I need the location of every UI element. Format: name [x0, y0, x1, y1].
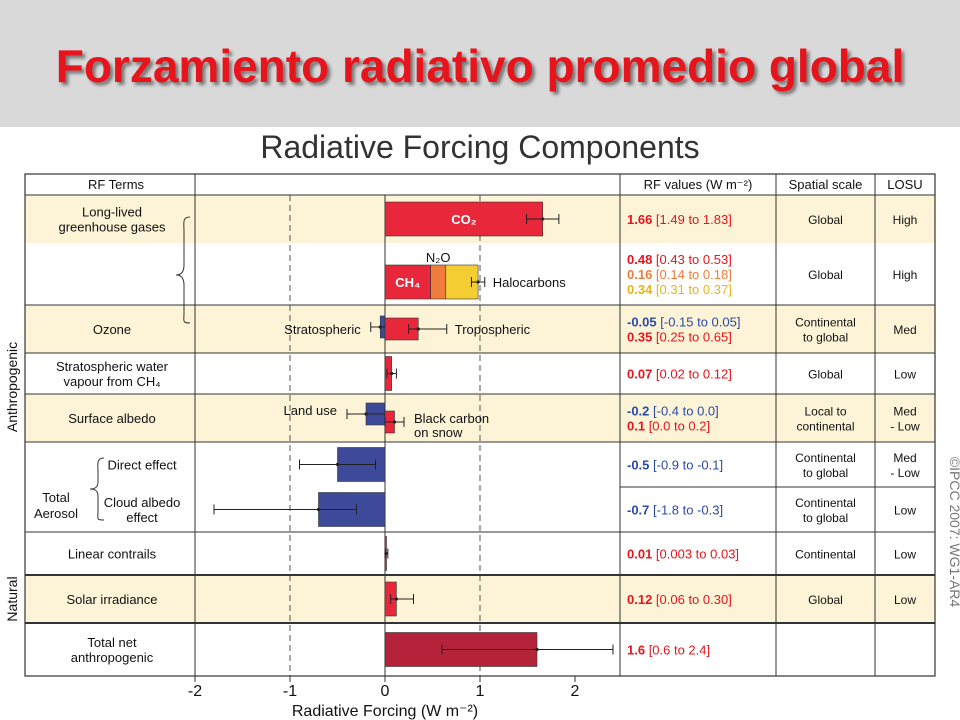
- row-spatial-scale: Continental: [795, 451, 856, 465]
- bar-annotation: CH₄: [395, 275, 420, 290]
- bar-annotation: CO₂: [451, 212, 477, 227]
- row-spatial-scale: Continental: [795, 316, 856, 330]
- row-term-label: Linear contrails: [68, 547, 157, 562]
- error-point: [316, 507, 321, 512]
- error-point: [394, 597, 398, 601]
- row-losu: Med: [893, 451, 916, 465]
- row-term-label: Long-lived: [82, 205, 142, 220]
- aerosol-group-label: Total: [42, 490, 70, 505]
- bar-annotation: N₂O: [426, 250, 451, 265]
- error-point: [392, 420, 397, 424]
- x-tick-label: -2: [188, 683, 202, 700]
- row-spatial-scale: continental: [796, 420, 854, 434]
- row-losu: - Low: [890, 420, 920, 434]
- error-point: [378, 325, 382, 329]
- row-term-label: Total net: [87, 635, 137, 650]
- row-losu: High: [893, 268, 918, 282]
- rf-value-text: -0.7 [-1.8 to -0.3]: [627, 503, 723, 518]
- row-losu: Med: [893, 405, 916, 419]
- ipcc-credit: ©IPCC 2007: WG1-AR4: [947, 457, 960, 608]
- bar-annotation: Tropospheric: [455, 322, 531, 337]
- ghg-brace: [175, 216, 191, 324]
- x-tick-label: 0: [381, 683, 390, 700]
- bar-ch-: [384, 264, 431, 300]
- rf-value-text: 0.48 [0.43 to 0.53]: [627, 252, 732, 267]
- row-term-label: Ozone: [93, 322, 131, 337]
- rf-value-text: -0.5 [-0.9 to -0.1]: [627, 458, 723, 473]
- row-spatial-scale: Continental: [795, 496, 856, 510]
- header-rf-values: RF values (W m⁻²): [644, 177, 753, 192]
- row-spatial-scale: Global: [808, 213, 843, 227]
- slide-title: Forzamiento radiativo promedio global: [55, 40, 905, 92]
- error-point: [535, 647, 539, 652]
- rf-value-text: 0.16 [0.14 to 0.18]: [627, 267, 732, 282]
- rf-value-text: 0.12 [0.06 to 0.30]: [627, 592, 732, 607]
- bar-annotation: Stratospheric: [284, 322, 361, 337]
- error-point: [416, 327, 420, 331]
- bar-annotation: Halocarbons: [493, 275, 566, 290]
- error-point: [476, 280, 480, 284]
- x-axis-label: Radiative Forcing (W m⁻²): [292, 703, 478, 720]
- row-spatial-scale: Global: [808, 268, 843, 282]
- header-rf-terms: RF Terms: [88, 177, 145, 192]
- bar-annotation: on snow: [414, 425, 463, 440]
- rf-value-text: 1.66 [1.49 to 1.83]: [627, 212, 732, 227]
- row-spatial-scale: Global: [808, 368, 843, 382]
- bar-annotation: Black carbon: [414, 411, 489, 426]
- bar-co-: [384, 201, 543, 237]
- aerosol-group-label: Aerosol: [34, 506, 78, 521]
- row-term-label: effect: [126, 510, 158, 525]
- row-term-label: Solar irradiance: [66, 592, 157, 607]
- chart-title: Radiative Forcing Components: [260, 129, 699, 165]
- group-label-natural: Natural: [4, 576, 20, 621]
- rf-value-text: 0.1 [0.0 to 0.2]: [627, 419, 710, 434]
- row-spatial-scale: Continental: [795, 548, 856, 562]
- error-point: [364, 412, 368, 416]
- row-term-label: Cloud albedo: [104, 495, 181, 510]
- x-tick-label: -1: [283, 683, 297, 700]
- row-losu: Med: [893, 323, 916, 337]
- header-losu: LOSU: [887, 177, 922, 192]
- radiative-forcing-chart: Radiative Forcing Components RF Terms RF …: [4, 129, 960, 720]
- row-losu: Low: [894, 593, 916, 607]
- row-losu: - Low: [890, 466, 920, 480]
- row-term-label: anthropogenic: [71, 650, 154, 665]
- rf-value-text: 0.07 [0.02 to 0.12]: [627, 367, 732, 382]
- rf-value-text: -0.2 [-0.4 to 0.0]: [627, 404, 719, 419]
- error-point: [541, 217, 545, 221]
- row-term-label: Surface albedo: [68, 411, 155, 426]
- row-spatial-scale: Global: [808, 593, 843, 607]
- row-losu: Low: [894, 504, 916, 518]
- row-term-label: Stratospheric water: [56, 359, 169, 374]
- header-spatial-scale: Spatial scale: [789, 177, 863, 192]
- error-point: [390, 371, 394, 376]
- row-term-label: greenhouse gases: [59, 220, 166, 235]
- bar-n-o: [430, 264, 447, 300]
- rf-value-text: 1.6 [0.6 to 2.4]: [627, 643, 710, 658]
- bar-annotation: Land use: [284, 403, 338, 418]
- row-spatial-scale: to global: [803, 466, 848, 480]
- error-point: [384, 551, 388, 556]
- slide-header: [0, 0, 960, 127]
- x-tick-label: 2: [571, 683, 580, 700]
- row-losu: High: [893, 213, 918, 227]
- rf-value-text: 0.35 [0.25 to 0.65]: [627, 330, 732, 345]
- rf-value-text: -0.05 [-0.15 to 0.05]: [627, 315, 740, 330]
- row-spatial-scale: to global: [803, 511, 848, 525]
- error-point: [335, 462, 340, 467]
- group-label-anthropogenic: Anthropogenic: [4, 342, 20, 432]
- rf-value-text: 0.34 [0.31 to 0.37]: [627, 282, 732, 297]
- row-spatial-scale: to global: [803, 331, 848, 345]
- row-term-label: vapour from CH₄: [63, 374, 160, 389]
- rf-value-text: 0.01 [0.003 to 0.03]: [627, 547, 739, 562]
- aerosol-brace: [89, 457, 105, 521]
- row-spatial-scale: Local to: [804, 405, 846, 419]
- x-tick-label: 1: [476, 683, 485, 700]
- row-losu: Low: [894, 548, 916, 562]
- row-term-label: Direct effect: [107, 458, 177, 473]
- row-losu: Low: [894, 368, 916, 382]
